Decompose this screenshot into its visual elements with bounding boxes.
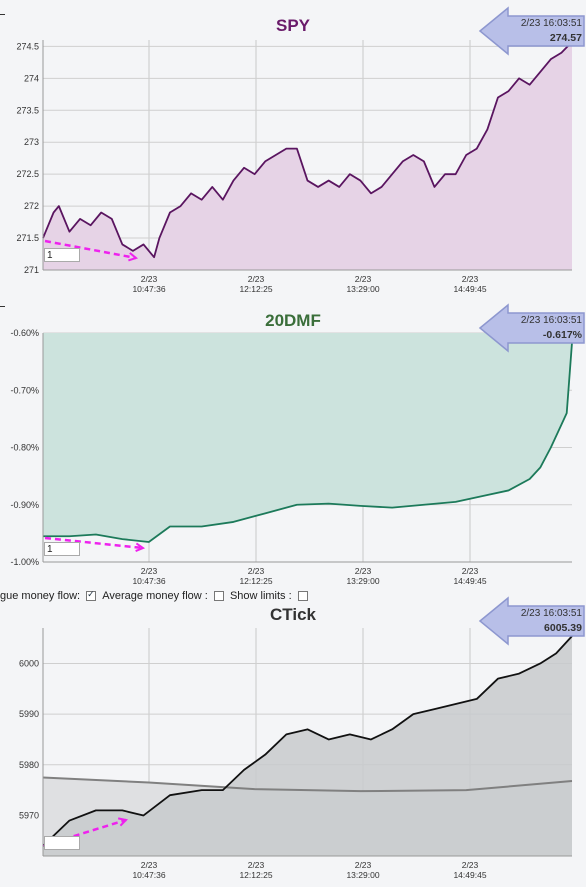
spy-panel: SPY 271 271.5 272 272.5 273 273.5 274 274.5 2/23…: [0, 0, 586, 300]
x-tick-time: 10:47:36: [132, 284, 165, 294]
money-flow-checkbox[interactable]: [86, 590, 97, 602]
badge-value: -0.617%: [542, 329, 582, 341]
chart-title: SPY: [275, 16, 311, 35]
x-tick-date: 2/23: [355, 860, 372, 870]
series-area: [43, 636, 572, 856]
y-tick-label: -0.60%: [10, 328, 39, 338]
badge-time: 2/23 16:03:51: [520, 315, 582, 326]
price-badge: 2/23 16:03:51 6005.39: [478, 596, 586, 646]
controls-row: gue money flow: Average money flow : Sho…: [0, 590, 586, 606]
arrow-badge-icon: [478, 6, 585, 56]
x-tick-date: 2/23: [141, 274, 158, 284]
badge-value: 274.57: [549, 32, 582, 44]
x-tick-time: 12:12:25: [239, 870, 272, 880]
y-tick-label: 273.5: [16, 105, 39, 115]
y-tick-label: -0.90%: [10, 500, 39, 510]
y-tick-label: 273: [24, 137, 39, 147]
dmf-chart: -1.00%-0.90%-0.80%-0.70%-0.60%2/2310:47:…: [10, 328, 573, 586]
chart-title: CTick: [270, 605, 316, 624]
x-tick-date: 2/23: [248, 860, 265, 870]
y-tick-label: -0.80%: [10, 443, 39, 453]
badge-time: 2/23 16:03:51: [520, 18, 582, 29]
chart-title: 20DMF: [265, 311, 321, 330]
average-money-flow-label: Average money flow :: [102, 590, 208, 603]
price-badge: 2/23 16:03:51 274.57: [478, 6, 586, 56]
y-tick-label: 5990: [19, 709, 39, 719]
spy-chart: 271271.5272272.5273273.5274274.52/2310:4…: [16, 40, 573, 294]
x-tick-time: 10:47:36: [132, 576, 165, 586]
money-flow-label: gue money flow:: [0, 590, 81, 603]
badge-value: 6005.39: [544, 622, 582, 634]
x-tick-time: 10:47:36: [132, 870, 165, 880]
x-tick-date: 2/23: [462, 274, 479, 284]
y-tick-label: -0.70%: [10, 385, 39, 395]
y-tick-label: 6000: [19, 658, 39, 668]
arrow-badge-icon: [478, 303, 585, 353]
x-tick-date: 2/23: [141, 860, 158, 870]
x-tick-time: 14:49:45: [453, 870, 486, 880]
y-tick-label: 271: [24, 265, 39, 275]
y-tick-label: 271.5: [16, 233, 39, 243]
x-tick-time: 13:29:00: [346, 576, 379, 586]
x-tick-date: 2/23: [462, 860, 479, 870]
trend-arrow: [44, 239, 137, 260]
x-tick-time: 13:29:00: [346, 284, 379, 294]
average-money-flow-checkbox[interactable]: [213, 591, 224, 602]
average-line: [42, 776, 573, 793]
series-area: [43, 333, 572, 542]
series-line: [42, 41, 573, 259]
y-tick-label: -1.00%: [10, 557, 39, 567]
x-tick-date: 2/23: [248, 274, 265, 284]
series-line: [42, 635, 573, 847]
x-tick-date: 2/23: [355, 566, 372, 576]
x-tick-time: 14:49:45: [453, 284, 486, 294]
y-tick-label: 272.5: [16, 169, 39, 179]
dmf-panel: 20DMF -1.00% -0.90% -0.80% -0.70% -0.60% 2/23…: [0, 303, 586, 586]
price-badge: 2/23 16:03:51 -0.617%: [478, 303, 586, 353]
x-tick-date: 2/23: [355, 274, 372, 284]
trend-arrow-head: [135, 542, 146, 553]
trend-arrow: [44, 536, 144, 550]
zoom-input[interactable]: 1: [44, 248, 80, 262]
arrow-badge-icon: [478, 596, 585, 646]
x-tick-date: 2/23: [141, 566, 158, 576]
x-tick-date: 2/23: [462, 566, 479, 576]
trend-arrow-head: [128, 252, 139, 262]
panel-marker: [0, 14, 5, 15]
x-tick-time: 12:12:25: [239, 576, 272, 586]
y-tick-label: 5970: [19, 810, 39, 820]
x-tick-time: 14:49:45: [453, 576, 486, 586]
y-tick-label: 5980: [19, 760, 39, 770]
trend-arrow-head: [117, 817, 128, 827]
zoom-input[interactable]: 1: [44, 542, 80, 556]
series-area: [43, 41, 572, 270]
y-tick-label: 274: [24, 73, 39, 83]
panel-marker: [0, 306, 5, 307]
x-tick-time: 13:29:00: [346, 870, 379, 880]
show-limits-label: Show limits :: [229, 590, 292, 603]
x-tick-date: 2/23: [248, 566, 265, 576]
x-tick-time: 12:12:25: [239, 284, 272, 294]
zoom-input[interactable]: [44, 836, 80, 850]
show-limits-checkbox[interactable]: [297, 591, 308, 602]
badge-time: 2/23 16:03:51: [520, 608, 582, 619]
y-tick-label: 272: [24, 201, 39, 211]
series-line: [43, 342, 573, 543]
y-tick-label: 274.5: [16, 41, 39, 51]
